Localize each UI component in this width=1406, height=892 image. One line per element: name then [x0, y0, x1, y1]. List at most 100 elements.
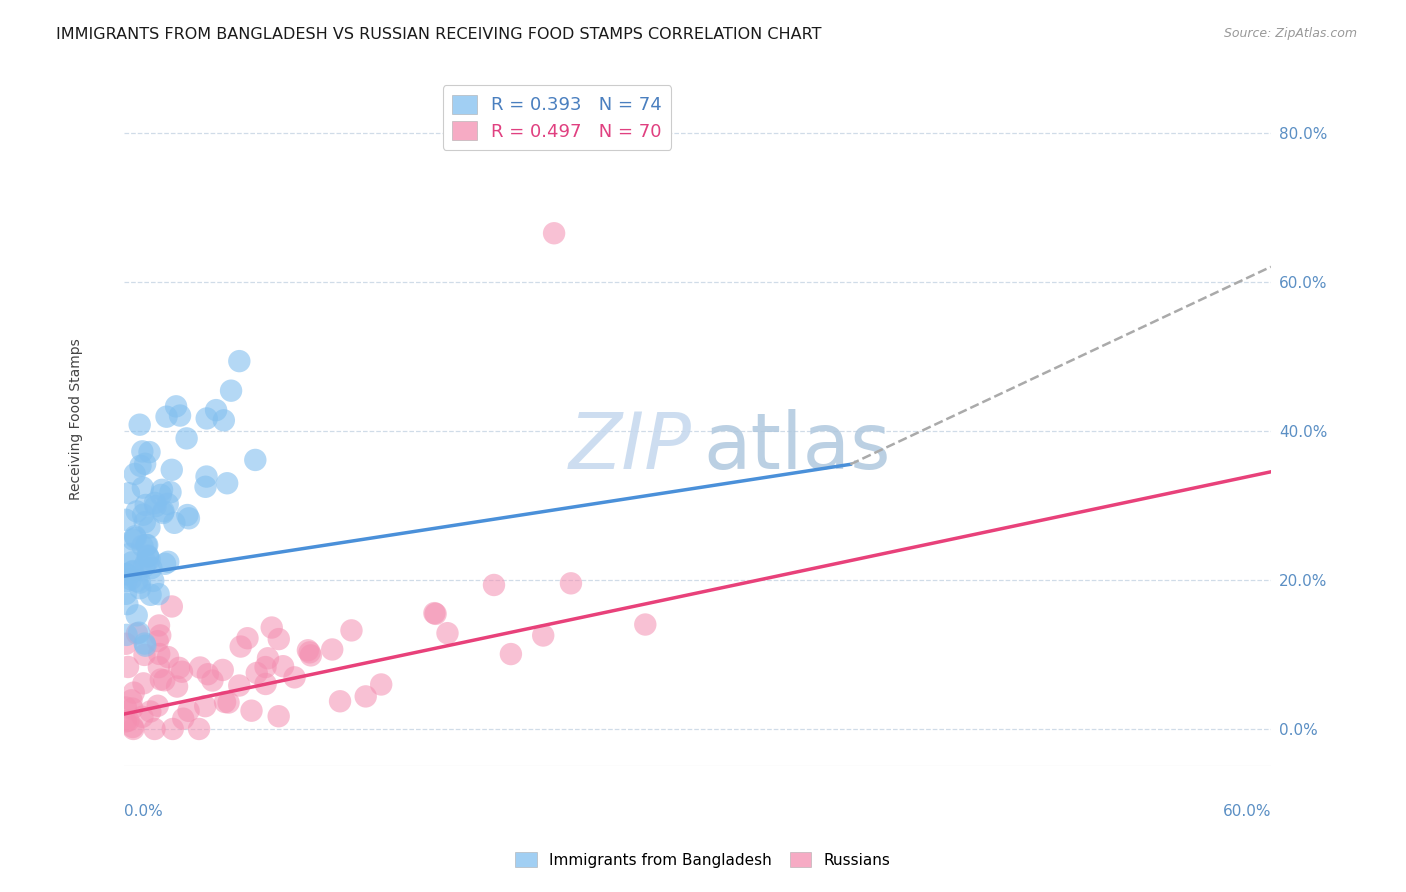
Point — [153, 557, 176, 571]
Point — [115, 587, 138, 601]
Point — [132, 559, 155, 574]
Point — [141, 561, 163, 575]
Point — [132, 676, 155, 690]
Point — [115, 700, 138, 714]
Point — [195, 469, 218, 483]
Legend: Immigrants from Bangladesh, Russians: Immigrants from Bangladesh, Russians — [509, 846, 897, 873]
Point — [148, 587, 170, 601]
Point — [321, 642, 343, 657]
Point — [329, 694, 352, 708]
Text: Source: ZipAtlas.com: Source: ZipAtlas.com — [1223, 27, 1357, 40]
Point — [134, 648, 156, 662]
Point — [135, 498, 157, 512]
Point — [125, 531, 148, 545]
Point — [195, 411, 218, 425]
Point — [143, 496, 166, 510]
Point — [169, 409, 191, 423]
Point — [543, 226, 565, 240]
Point — [125, 608, 148, 623]
Point — [157, 555, 180, 569]
Point — [122, 564, 145, 578]
Point — [167, 661, 190, 675]
Point — [132, 508, 155, 522]
Text: 0.0%: 0.0% — [124, 805, 163, 820]
Point — [257, 651, 280, 665]
Point — [194, 699, 217, 714]
Point — [176, 508, 198, 522]
Point — [124, 467, 146, 481]
Point — [138, 552, 160, 566]
Point — [125, 626, 148, 640]
Point — [267, 709, 290, 723]
Point — [254, 677, 277, 691]
Point — [146, 698, 169, 713]
Point — [139, 588, 162, 602]
Point — [298, 645, 321, 659]
Point — [228, 354, 250, 368]
Point — [136, 538, 159, 552]
Point — [115, 567, 138, 582]
Point — [115, 714, 138, 729]
Point — [156, 497, 179, 511]
Point — [135, 556, 157, 570]
Point — [240, 704, 263, 718]
Point — [634, 617, 657, 632]
Text: atlas: atlas — [703, 409, 890, 485]
Point — [124, 529, 146, 543]
Point — [146, 634, 169, 648]
Point — [157, 650, 180, 665]
Point — [122, 533, 145, 547]
Point — [228, 679, 250, 693]
Point — [177, 511, 200, 525]
Text: IMMIGRANTS FROM BANGLADESH VS RUSSIAN RECEIVING FOOD STAMPS CORRELATION CHART: IMMIGRANTS FROM BANGLADESH VS RUSSIAN RE… — [56, 27, 821, 42]
Point — [134, 515, 156, 529]
Point — [176, 431, 198, 445]
Point — [194, 480, 217, 494]
Point — [122, 722, 145, 736]
Point — [152, 506, 174, 520]
Point — [129, 458, 152, 473]
Point — [134, 636, 156, 650]
Point — [177, 704, 200, 718]
Point — [138, 445, 160, 459]
Point — [211, 663, 233, 677]
Point — [134, 639, 156, 653]
Point — [354, 690, 377, 704]
Point — [136, 549, 159, 563]
Point — [131, 444, 153, 458]
Point — [135, 538, 157, 552]
Point — [149, 628, 172, 642]
Point — [121, 701, 143, 715]
Point — [121, 555, 143, 569]
Point — [425, 607, 447, 621]
Point — [139, 705, 162, 719]
Point — [118, 486, 141, 500]
Point — [117, 597, 139, 611]
Point — [229, 640, 252, 654]
Point — [299, 648, 322, 663]
Point — [121, 720, 143, 734]
Point — [117, 660, 139, 674]
Point — [560, 576, 582, 591]
Point — [150, 483, 173, 497]
Point — [121, 693, 143, 707]
Point — [120, 572, 142, 586]
Point — [153, 673, 176, 688]
Point — [531, 628, 554, 642]
Point — [163, 516, 186, 530]
Point — [115, 574, 138, 588]
Point — [122, 685, 145, 699]
Text: 60.0%: 60.0% — [1222, 805, 1271, 820]
Point — [267, 632, 290, 646]
Point — [160, 463, 183, 477]
Point — [218, 696, 240, 710]
Point — [160, 599, 183, 614]
Point — [271, 659, 294, 673]
Point — [149, 673, 172, 687]
Point — [219, 384, 242, 398]
Point — [165, 400, 187, 414]
Point — [188, 660, 211, 674]
Point — [128, 417, 150, 432]
Point — [212, 413, 235, 427]
Legend: R = 0.393   N = 74, R = 0.497   N = 70: R = 0.393 N = 74, R = 0.497 N = 70 — [443, 86, 671, 150]
